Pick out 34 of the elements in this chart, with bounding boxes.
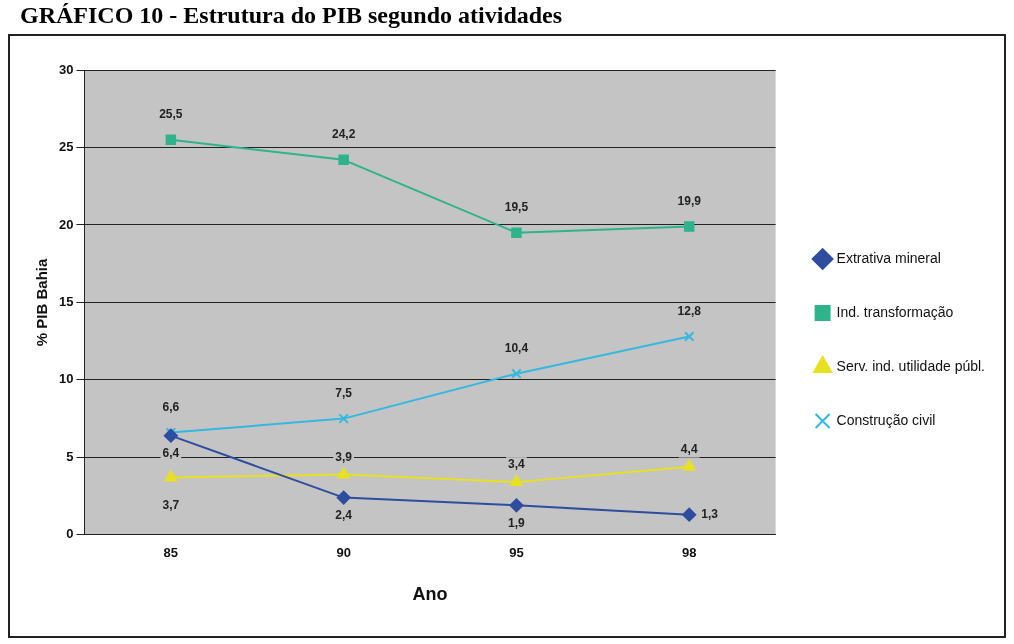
legend-label: Construção civil [836,411,936,428]
data-label: 6,6 [162,399,180,414]
data-label: 19,5 [504,199,529,214]
x-tick-label: 95 [509,545,524,561]
chart-title: GRÁFICO 10 - Estrutura do PIB segundo atividades [20,2,563,29]
data-label: 25,5 [159,107,183,122]
data-label: 10,4 [504,340,529,355]
data-label: 1,9 [508,515,526,530]
x-tick-label: 85 [163,545,179,561]
y-tick-label: 25 [58,139,74,155]
legend-label: Extrativa mineral [836,249,941,266]
data-label: 19,9 [677,193,702,208]
x-axis-title: Ano [412,584,448,605]
data-label: 24,2 [331,127,356,142]
data-label: 3,4 [508,457,526,472]
y-axis-title: % PIB Bahia [33,257,51,347]
data-label: 1,3 [701,506,719,521]
legend-label: Ind. transformação [836,303,954,320]
data-label: 3,9 [335,449,353,464]
y-tick-label: 30 [58,61,74,77]
data-label: 7,5 [335,385,353,400]
y-tick-label: 10 [58,371,74,387]
data-label: 6,4 [162,445,180,460]
data-label: 4,4 [680,441,698,456]
data-label: 2,4 [335,507,353,522]
y-tick-label: 20 [58,216,74,232]
y-tick-label: 0 [66,526,74,542]
y-tick-label: 15 [58,293,74,309]
data-label: 3,7 [162,497,180,512]
x-tick-label: 90 [336,545,351,561]
data-label: 12,8 [677,303,702,318]
y-tick-label: 5 [66,448,74,464]
x-tick-label: 98 [681,545,697,561]
legend-label: Serv. ind. utilidade públ. [836,357,985,374]
